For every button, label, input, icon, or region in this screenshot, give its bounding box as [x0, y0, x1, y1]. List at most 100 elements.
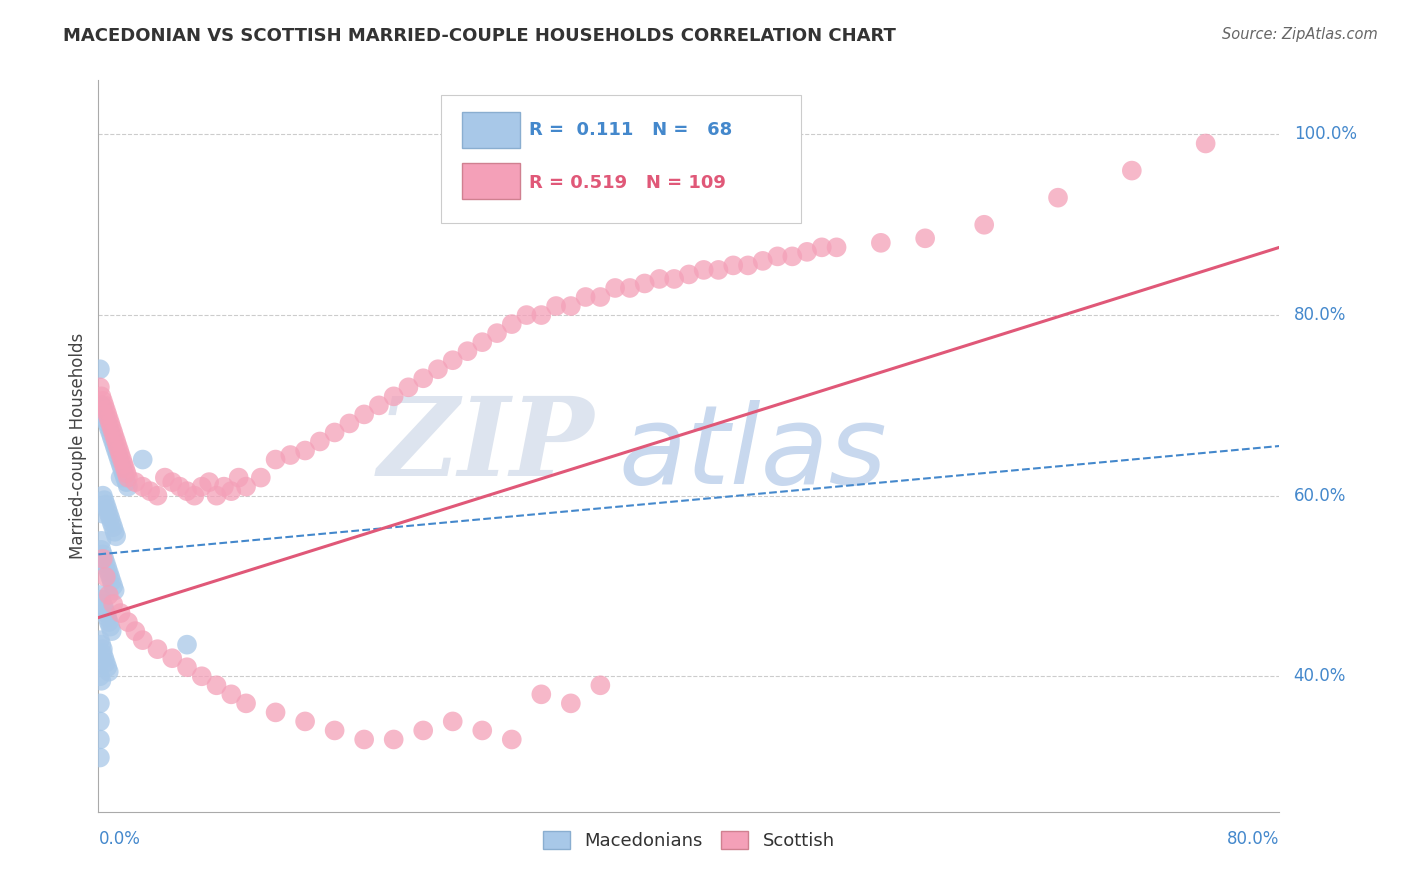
Point: [1046, 191, 1070, 205]
Point: [98, 570, 121, 584]
Point: [205, 489, 228, 503]
Point: [90, 673, 112, 688]
Point: [693, 263, 716, 277]
Point: [235, 697, 257, 711]
Point: [1195, 136, 1218, 151]
Point: [323, 723, 346, 738]
Point: [664, 272, 686, 286]
Point: [91, 489, 114, 503]
Point: [221, 484, 243, 499]
Point: [707, 263, 730, 277]
Point: [634, 277, 657, 291]
Point: [264, 706, 287, 720]
Point: [104, 524, 127, 539]
Point: [228, 470, 250, 484]
Point: [114, 461, 136, 475]
Point: [973, 218, 995, 232]
Point: [117, 480, 139, 494]
Point: [98, 425, 121, 440]
Point: [457, 344, 479, 359]
Point: [1121, 163, 1143, 178]
Point: [97, 421, 120, 435]
Point: [441, 353, 464, 368]
Point: [176, 484, 198, 499]
Text: MACEDONIAN VS SCOTTISH MARRIED-COUPLE HOUSEHOLDS CORRELATION CHART: MACEDONIAN VS SCOTTISH MARRIED-COUPLE HO…: [63, 27, 896, 45]
Point: [89, 380, 111, 394]
Point: [96, 610, 118, 624]
Point: [89, 588, 111, 602]
Text: R =  0.111   N =   68: R = 0.111 N = 68: [530, 121, 733, 139]
Point: [104, 430, 127, 444]
Point: [93, 552, 115, 566]
Point: [111, 452, 134, 467]
Point: [89, 732, 111, 747]
Point: [103, 597, 125, 611]
Point: [91, 547, 114, 561]
Point: [100, 421, 122, 435]
Point: [294, 443, 316, 458]
Point: [103, 520, 125, 534]
Y-axis label: Married-couple Households: Married-couple Households: [69, 333, 87, 559]
Point: [139, 484, 162, 499]
Point: [111, 461, 134, 475]
Point: [91, 647, 114, 661]
Point: [90, 389, 112, 403]
Point: [162, 475, 183, 489]
Point: [264, 452, 287, 467]
Text: 0.0%: 0.0%: [98, 830, 141, 847]
Point: [353, 408, 375, 422]
Point: [98, 417, 121, 431]
Point: [98, 511, 121, 525]
Point: [221, 687, 243, 701]
Point: [90, 638, 112, 652]
Point: [90, 398, 112, 412]
Point: [97, 665, 120, 679]
Point: [589, 290, 612, 304]
Point: [530, 308, 553, 322]
Point: [782, 249, 804, 263]
Point: [91, 552, 114, 566]
Point: [183, 489, 205, 503]
Point: [117, 615, 139, 629]
Point: [132, 452, 155, 467]
Point: [103, 425, 125, 440]
Point: [96, 502, 118, 516]
Point: [412, 371, 434, 385]
Point: [191, 480, 214, 494]
Point: [176, 660, 198, 674]
Point: [294, 714, 316, 729]
Point: [97, 566, 120, 580]
Text: 80.0%: 80.0%: [1227, 830, 1279, 847]
Point: [110, 606, 132, 620]
Point: [737, 259, 759, 273]
Point: [575, 290, 598, 304]
Point: [107, 439, 129, 453]
Point: [93, 398, 115, 412]
Point: [110, 457, 132, 471]
Point: [105, 529, 128, 543]
Point: [382, 389, 405, 403]
Point: [93, 408, 115, 422]
Point: [235, 480, 257, 494]
Point: [501, 317, 523, 331]
Point: [398, 380, 420, 394]
Point: [560, 697, 582, 711]
Point: [93, 493, 115, 508]
Text: Source: ZipAtlas.com: Source: ZipAtlas.com: [1222, 27, 1378, 42]
Point: [427, 362, 450, 376]
Text: 60.0%: 60.0%: [1294, 487, 1346, 505]
Point: [368, 398, 391, 412]
Point: [146, 642, 169, 657]
Point: [412, 723, 434, 738]
Point: [212, 480, 235, 494]
Point: [108, 452, 131, 467]
Text: atlas: atlas: [619, 400, 887, 507]
Point: [112, 466, 135, 480]
Point: [96, 561, 118, 575]
Point: [91, 642, 114, 657]
Point: [94, 570, 117, 584]
Point: [98, 619, 121, 633]
Point: [112, 457, 135, 471]
Point: [90, 542, 112, 557]
Point: [108, 443, 131, 458]
